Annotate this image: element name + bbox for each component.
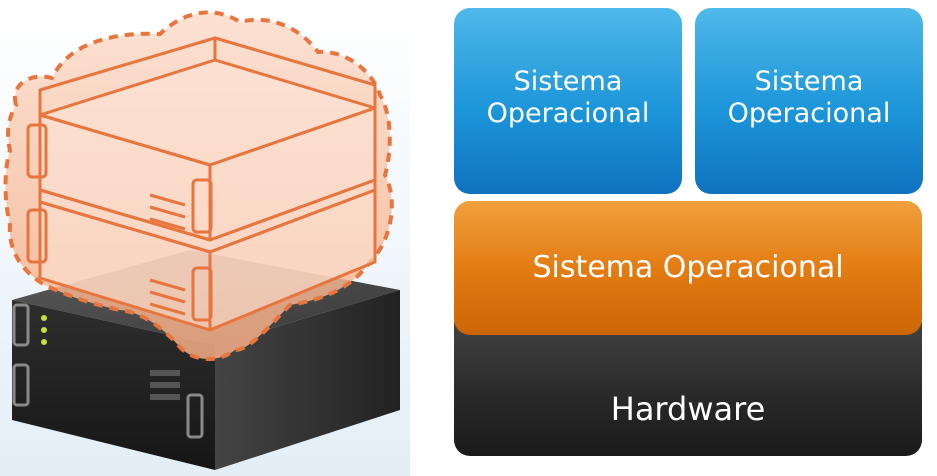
architecture-stack: Hardware Sistema Operacional Sistema Ope… bbox=[452, 8, 924, 456]
status-led bbox=[41, 315, 47, 321]
guest-os-layer-1: Sistema Operacional bbox=[454, 8, 682, 194]
virtual-server-1 bbox=[26, 36, 377, 242]
virtualization-illustration bbox=[0, 0, 410, 476]
status-led bbox=[41, 327, 47, 333]
status-led bbox=[41, 339, 47, 345]
host-os-layer: Sistema Operacional bbox=[454, 201, 922, 335]
virtualized-server-icon bbox=[0, 0, 410, 476]
guest-os-layer-2: Sistema Operacional bbox=[695, 8, 923, 194]
virtual-server-2 bbox=[26, 178, 377, 332]
